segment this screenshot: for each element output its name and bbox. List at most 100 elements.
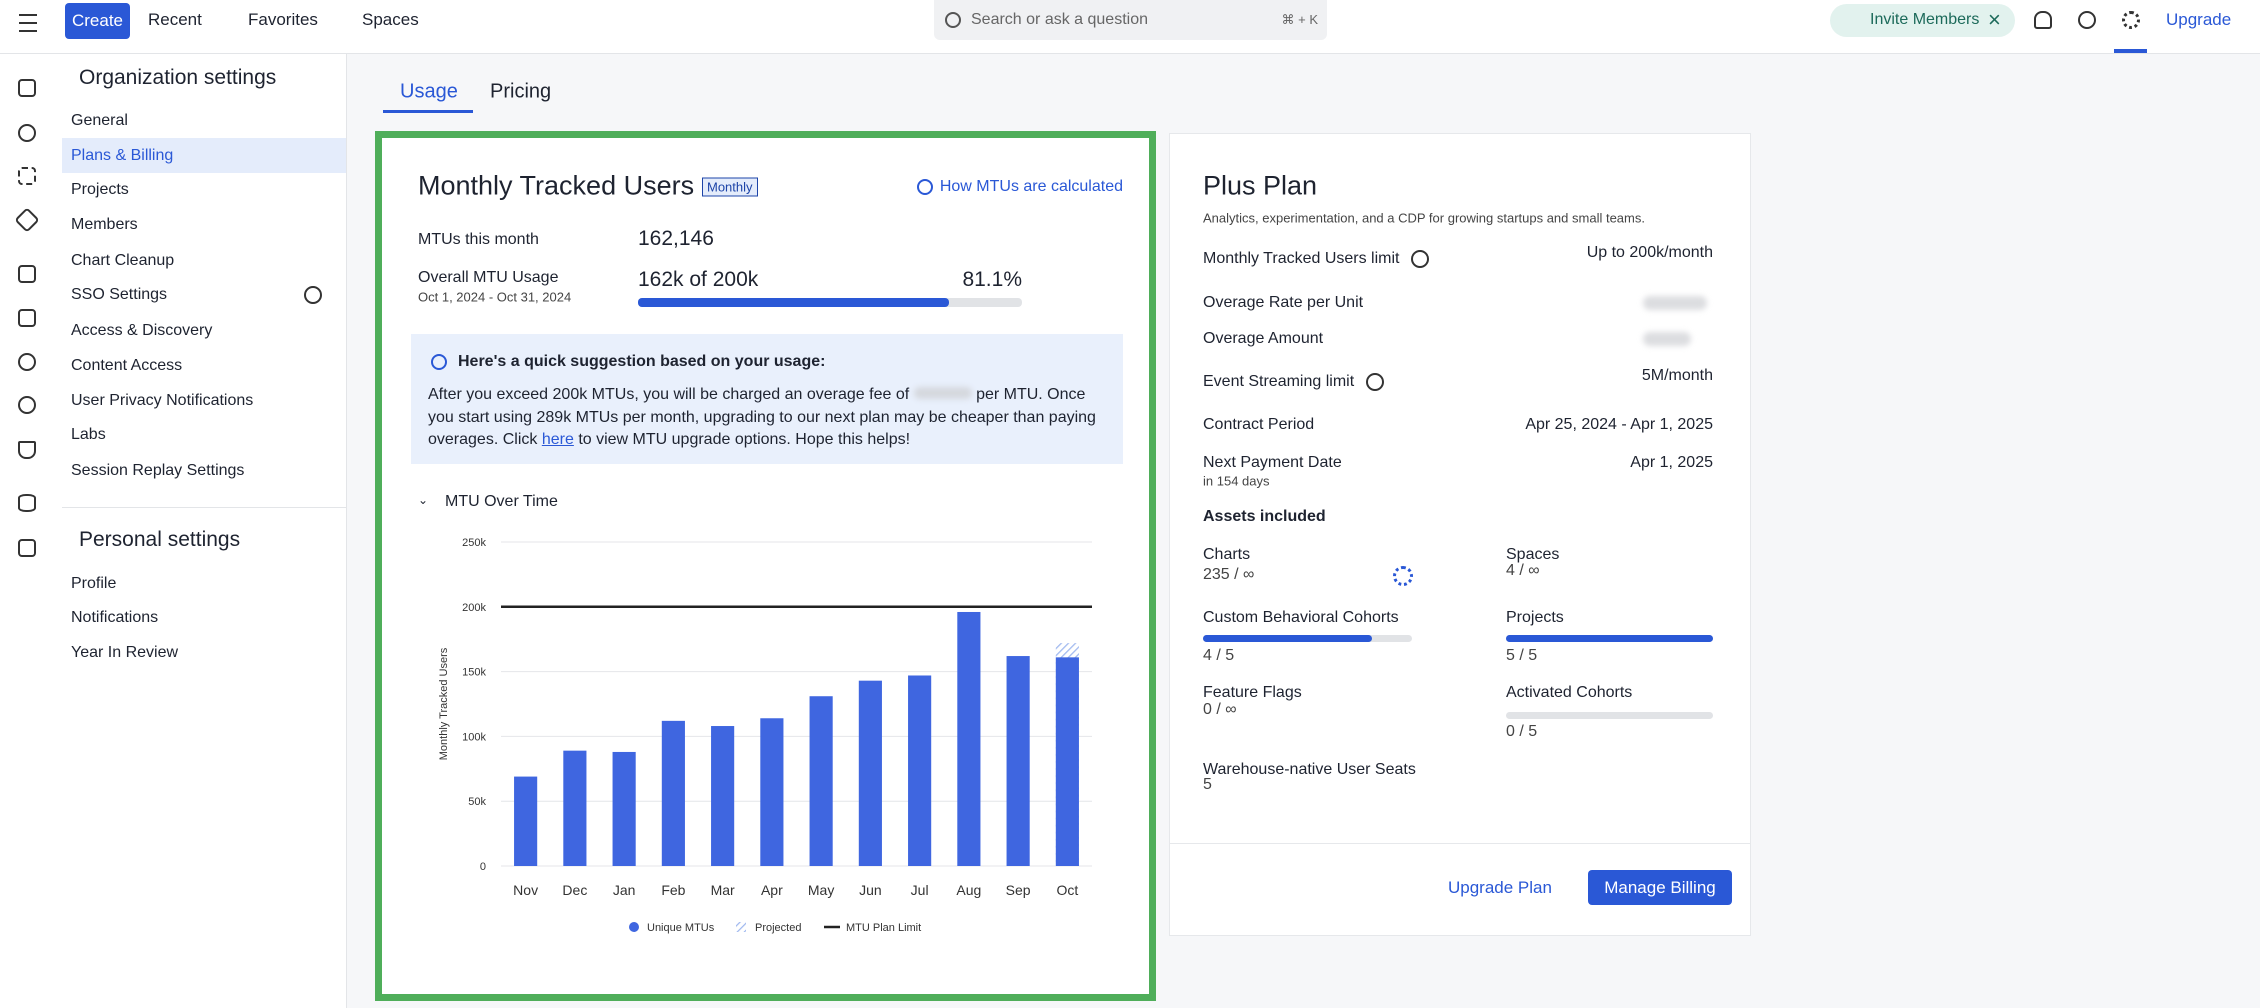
sidebar-item[interactable]: Projects xyxy=(71,181,129,198)
tab-pricing[interactable]: Pricing xyxy=(490,80,552,103)
sidebar-item[interactable]: Profile xyxy=(71,575,117,592)
manage-billing[interactable]: Manage Billing xyxy=(1588,870,1732,905)
sidebar-item[interactable]: Chart Cleanup xyxy=(71,252,175,269)
nav-data[interactable] xyxy=(18,124,36,142)
sidebar-item[interactable]: General xyxy=(71,112,128,129)
x-tick-label: Nov xyxy=(513,882,538,898)
x-tick-label: Jul xyxy=(911,882,929,898)
asset-value: 4 / ∞ xyxy=(1506,562,1540,579)
usage-track xyxy=(638,298,1022,307)
sidebar-item[interactable]: Notifications xyxy=(71,609,159,626)
suggestion-start: After you exceed 200k MTUs, you will be … xyxy=(428,386,910,403)
assets-title: Assets included xyxy=(1203,508,1326,525)
menu-spaces[interactable]: Spaces xyxy=(362,10,419,29)
nav-dashboards[interactable] xyxy=(18,309,36,327)
x-tick-label: Mar xyxy=(711,882,735,898)
bar xyxy=(858,680,882,866)
settings-icon[interactable] xyxy=(2122,11,2140,29)
bar xyxy=(661,720,685,866)
asset-value: 0 / ∞ xyxy=(1203,701,1237,718)
menu-recent[interactable]: Recent xyxy=(148,10,202,29)
projects-bar xyxy=(1506,635,1713,642)
bell-icon[interactable] xyxy=(2034,11,2052,29)
mtu-badge: Monthly xyxy=(702,177,758,197)
x-tick-label: Feb xyxy=(661,882,685,898)
plan-row-label: Contract Period xyxy=(1203,416,1315,433)
plan-subtitle: Analytics, experimentation, and a CDP fo… xyxy=(1203,210,1645,226)
legend-swatch xyxy=(629,922,639,932)
sso-upgrade-icon[interactable] xyxy=(304,286,322,304)
sidebar-item[interactable]: Session Replay Settings xyxy=(71,462,245,479)
invite-pill[interactable] xyxy=(1830,4,2015,37)
search-shortcut: ⌘ + K xyxy=(1281,12,1319,27)
nav-cohorts[interactable] xyxy=(18,353,36,371)
x-tick-label: Oct xyxy=(1056,882,1078,898)
menu-icon[interactable] xyxy=(19,14,37,32)
plan-row-value: 5M/month xyxy=(1641,367,1713,384)
nav-replay[interactable] xyxy=(18,396,36,414)
x-tick-label: Dec xyxy=(562,882,587,898)
invite-close[interactable]: × xyxy=(1988,7,2001,32)
help-icon[interactable] xyxy=(2078,11,2096,29)
this-month-label: MTUs this month xyxy=(418,231,539,248)
blurred-fee xyxy=(913,387,972,399)
sidebar-item[interactable]: Labs xyxy=(71,426,106,443)
create-button[interactable]: Create xyxy=(65,3,130,39)
sidebar-item[interactable]: SSO Settings xyxy=(71,286,168,303)
asset-label: Warehouse-native User Seats xyxy=(1203,761,1416,778)
suggestion-title: Here's a quick suggestion based on your … xyxy=(458,353,826,370)
asset-label: Feature Flags xyxy=(1203,684,1302,701)
plan-title: Plus Plan xyxy=(1203,170,1318,201)
asset-label: Custom Behavioral Cohorts xyxy=(1203,609,1399,626)
usage-bar xyxy=(638,298,950,307)
menu-favorites[interactable]: Favorites xyxy=(248,10,318,29)
suggestion-link[interactable]: here xyxy=(541,431,574,448)
mtu-help-link[interactable]: How MTUs are calculated xyxy=(939,178,1123,195)
blurred-value xyxy=(1643,296,1707,310)
mtu-chart: 0 50k 100k 150k 200k 250k Monthly Tracked User… xyxy=(438,537,1092,934)
overall-label: Overall MTU Usage xyxy=(418,269,559,286)
y-tick-label: 150k xyxy=(462,667,486,679)
bulb-icon xyxy=(431,354,447,370)
suggestion-box xyxy=(411,334,1123,464)
sidebar-item[interactable]: Content Access xyxy=(71,357,183,374)
x-tick-label: Jun xyxy=(859,882,882,898)
tab-usage[interactable]: Usage xyxy=(400,80,458,103)
search-placeholder: Search or ask a question xyxy=(971,11,1148,28)
nav-home[interactable] xyxy=(18,79,36,97)
bar xyxy=(612,751,636,866)
sidebar-item[interactable]: Plans & Billing xyxy=(71,147,174,164)
cohorts-bar xyxy=(1203,635,1372,642)
sidebar-item[interactable]: Members xyxy=(71,216,138,233)
bar xyxy=(563,750,587,866)
sidebar-item[interactable]: Access & Discovery xyxy=(71,322,213,339)
nav-charts[interactable] xyxy=(18,265,36,283)
info-icon xyxy=(1366,373,1384,391)
asset-value: 4 / 5 xyxy=(1203,647,1235,664)
x-tick-label: Jan xyxy=(613,882,636,898)
asset-label: Projects xyxy=(1506,609,1564,626)
nav-experiment[interactable] xyxy=(18,167,36,185)
bar xyxy=(1055,657,1079,866)
suggestion-middle: per MTU. Once you start using 289k MTUs … xyxy=(428,386,1096,448)
nav-labs[interactable] xyxy=(18,441,36,459)
y-tick-label: 100k xyxy=(462,731,486,743)
nav-pipelines[interactable] xyxy=(18,539,36,557)
invite-members[interactable]: Invite Members xyxy=(1870,11,1980,28)
collapse-chevron[interactable]: ⌄ xyxy=(418,493,429,507)
nav-database[interactable] xyxy=(18,494,36,512)
tab-indicator xyxy=(383,110,473,113)
search-box[interactable] xyxy=(934,0,1327,40)
x-tick-label: May xyxy=(808,882,834,898)
sidebar-item[interactable]: User Privacy Notifications xyxy=(71,392,254,409)
upgrade-link[interactable]: Upgrade xyxy=(2166,10,2232,29)
upgrade-plan[interactable]: Upgrade Plan xyxy=(1448,878,1552,897)
sidebar-title: Personal settings xyxy=(79,528,241,551)
bar xyxy=(1006,656,1030,866)
sidebar-item[interactable]: Year In Review xyxy=(71,644,179,661)
plan-divider xyxy=(1170,843,1750,844)
charts-settings-icon[interactable] xyxy=(1393,566,1413,586)
plan-row-label: Next Payment Date xyxy=(1203,454,1342,471)
sidebar xyxy=(62,54,347,1008)
